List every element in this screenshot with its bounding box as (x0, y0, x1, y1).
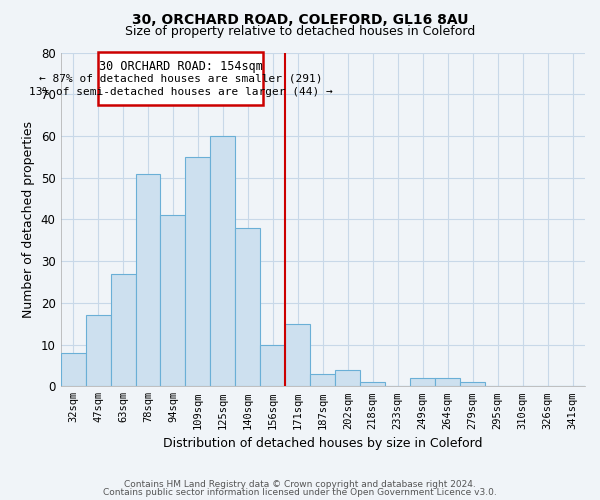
Bar (310, 374, 335, 386)
Bar (360, 382, 385, 386)
Text: Contains public sector information licensed under the Open Government Licence v3: Contains public sector information licen… (103, 488, 497, 497)
X-axis label: Distribution of detached houses by size in Coleford: Distribution of detached houses by size … (163, 437, 482, 450)
Bar (61, 353, 86, 386)
Text: ← 87% of detached houses are smaller (291): ← 87% of detached houses are smaller (29… (39, 74, 322, 84)
Bar (110, 274, 136, 386)
Bar (286, 324, 310, 386)
Bar (260, 344, 286, 387)
Text: Contains HM Land Registry data © Crown copyright and database right 2024.: Contains HM Land Registry data © Crown c… (124, 480, 476, 489)
Bar (410, 378, 435, 386)
Bar (235, 228, 260, 386)
Bar (160, 215, 185, 386)
Y-axis label: Number of detached properties: Number of detached properties (22, 121, 35, 318)
Text: 30, ORCHARD ROAD, COLEFORD, GL16 8AU: 30, ORCHARD ROAD, COLEFORD, GL16 8AU (132, 12, 468, 26)
Text: 13% of semi-detached houses are larger (44) →: 13% of semi-detached houses are larger (… (29, 86, 332, 97)
Text: Size of property relative to detached houses in Coleford: Size of property relative to detached ho… (125, 25, 475, 38)
Bar (86, 316, 110, 386)
Bar (185, 157, 211, 386)
Bar (435, 378, 460, 386)
Bar (211, 136, 235, 386)
Bar (460, 382, 485, 386)
Bar (98, 52, 263, 104)
Text: 30 ORCHARD ROAD: 154sqm: 30 ORCHARD ROAD: 154sqm (98, 60, 262, 73)
Bar (335, 370, 360, 386)
Bar (136, 174, 160, 386)
